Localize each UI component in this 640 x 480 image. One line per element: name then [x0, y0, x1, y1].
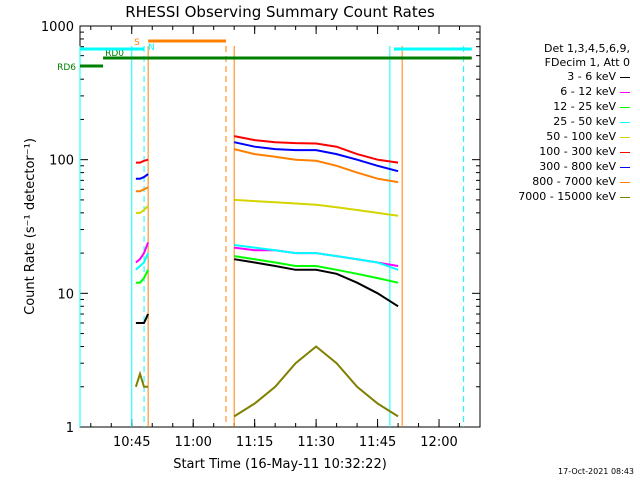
y-tick-label: 100: [49, 154, 74, 169]
legend-swatch: [620, 136, 630, 138]
legend-label: 300 - 800 keV: [539, 160, 616, 173]
chart-title: RHESSI Observing Summary Count Rates: [125, 3, 435, 21]
series-line-0-seg-1: [234, 258, 399, 308]
legend-label: 50 - 100 keV: [546, 130, 616, 143]
series-line-7-seg-1: [233, 148, 399, 184]
x-axis-label: Start Time (16-May-11 10:32:22): [173, 457, 387, 472]
legend-entry: 12 - 25 keV: [553, 100, 630, 113]
series-line-5-seg-1: [234, 135, 399, 164]
series-line-1-seg-0: [135, 242, 150, 264]
legend-entry: 300 - 800 keV: [539, 160, 630, 173]
flag-label-N: N: [148, 43, 155, 53]
legend-entry: 7000 - 15000 keV: [518, 190, 630, 203]
x-tick-label: 12:00: [420, 435, 457, 450]
legend-entry: 800 - 7000 keV: [532, 175, 630, 188]
legend-swatch: [620, 106, 630, 108]
legend-entry: 50 - 100 keV: [546, 130, 630, 143]
series-line-0-seg-0: [135, 313, 150, 324]
series-line-4-seg-0: [135, 205, 149, 214]
generation-timestamp: 17-Oct-2021 08:43: [558, 467, 634, 476]
x-tick-label: 11:15: [236, 435, 273, 450]
series-line-6-seg-1: [233, 141, 399, 173]
x-tick-label: 11:30: [297, 435, 334, 450]
series-line-4-seg-1: [234, 198, 399, 217]
series-line-5-seg-0: [135, 158, 149, 164]
legend-entry: 25 - 50 keV: [553, 115, 630, 128]
y-tick-label: 1: [66, 421, 74, 436]
series-line-8-seg-0: [134, 370, 149, 388]
legend-swatch: [620, 121, 630, 123]
legend-label: 25 - 50 keV: [553, 115, 616, 128]
series-line-3-seg-0: [135, 252, 150, 271]
x-tick-label: 11:00: [174, 435, 211, 450]
plot-frame: [79, 25, 481, 428]
legend-label: 800 - 7000 keV: [532, 175, 616, 188]
legend-header-line-2: FDecim 1, Att 0: [544, 56, 630, 69]
legend-entry: 100 - 300 keV: [539, 145, 630, 158]
legend-label: 7000 - 15000 keV: [518, 190, 616, 203]
legend-label: 12 - 25 keV: [553, 100, 616, 113]
flag-label-RD6: RD6: [57, 63, 76, 73]
legend-label: 100 - 300 keV: [539, 145, 616, 158]
legend-header-line-1: Det 1,3,4,5,6,9,: [543, 42, 630, 55]
flag-label-RD0: RD0: [105, 49, 124, 59]
series-line-7-seg-0: [135, 186, 149, 193]
y-axis-label: Count Rate (s⁻¹ detector⁻¹): [23, 138, 38, 315]
legend-swatch: [620, 76, 630, 78]
legend-swatch: [620, 196, 630, 198]
series-line-3-seg-1: [234, 244, 399, 271]
legend-label: 6 - 12 keV: [560, 85, 616, 98]
x-tick-label: 10:45: [113, 435, 150, 450]
legend-swatch: [620, 181, 630, 183]
legend-swatch: [620, 91, 630, 93]
legend-swatch: [620, 166, 630, 168]
series-line-2-seg-0: [135, 269, 149, 284]
y-tick-label: 1000: [41, 20, 74, 35]
legend-entry: 3 - 6 keV: [567, 70, 630, 83]
flag-label-S: S: [134, 38, 140, 48]
series-line-2-seg-1: [234, 255, 399, 284]
legend-label: 3 - 6 keV: [567, 70, 616, 83]
legend-entry: 6 - 12 keV: [560, 85, 630, 98]
y-tick-label: 10: [57, 287, 74, 302]
series-line-6-seg-0: [135, 173, 149, 180]
series-line-8-seg-1: [233, 345, 399, 418]
x-tick-label: 11:45: [359, 435, 396, 450]
legend-swatch: [620, 151, 630, 153]
